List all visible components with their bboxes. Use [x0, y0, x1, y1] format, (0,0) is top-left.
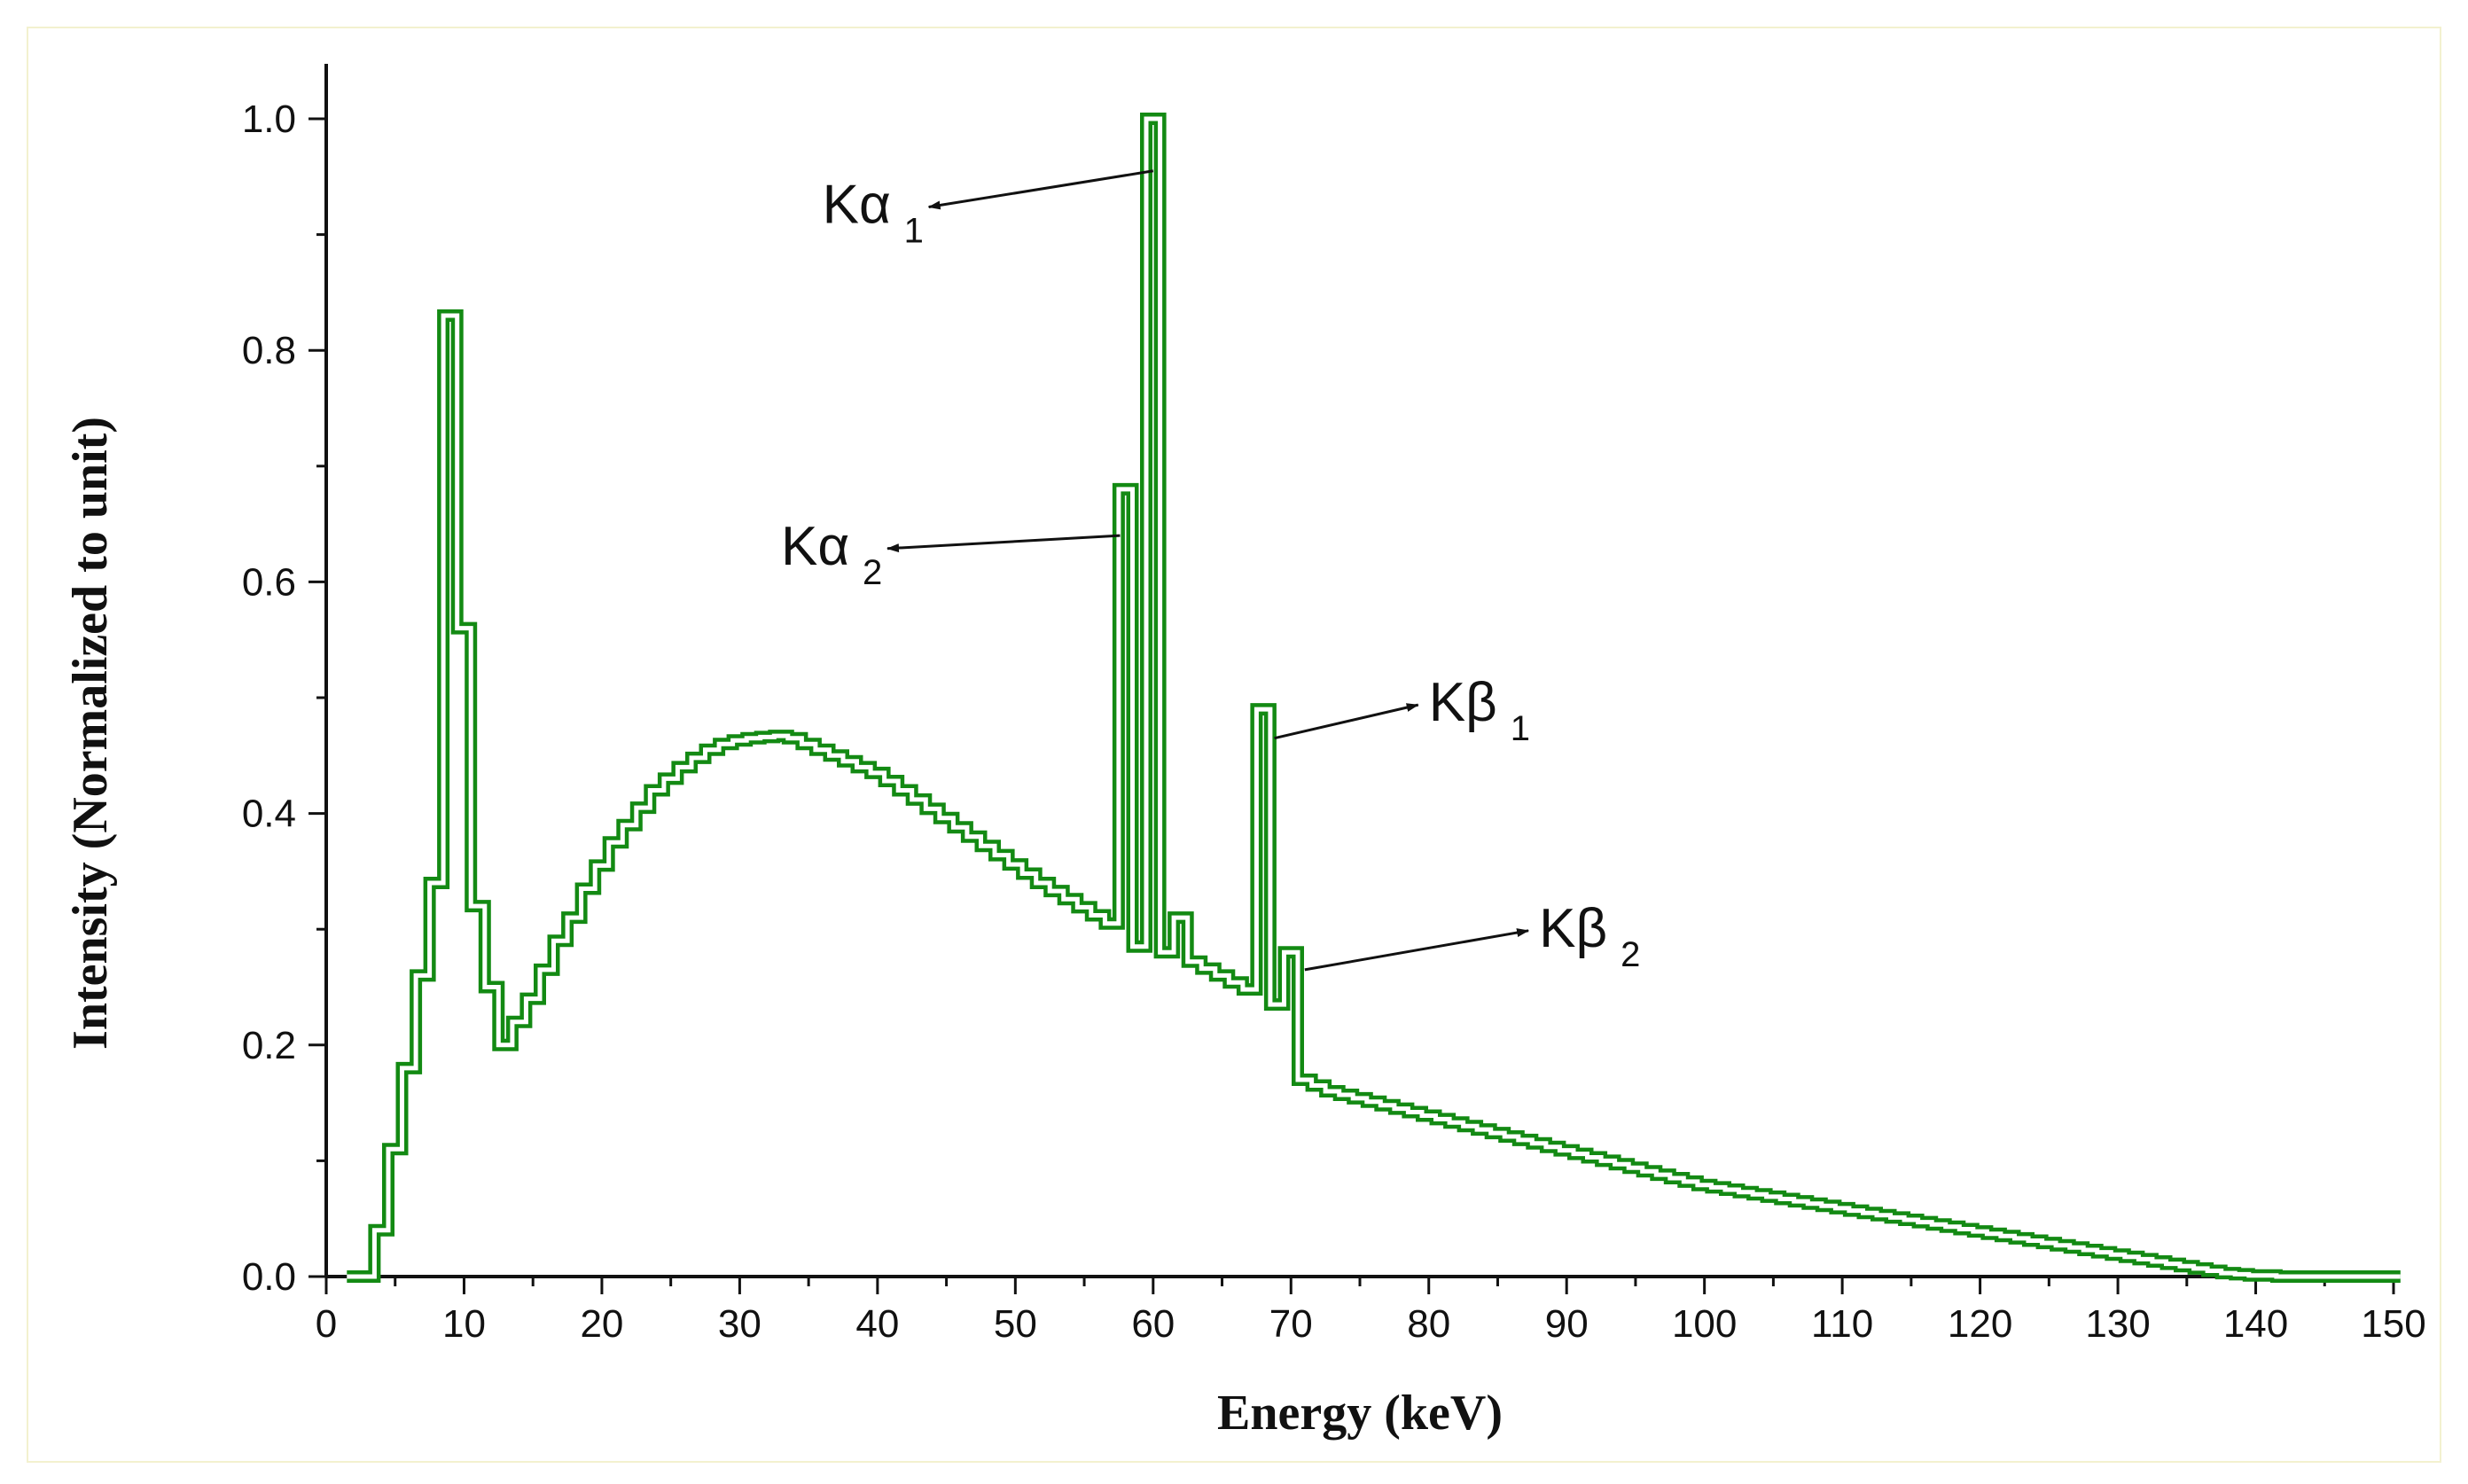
x-tick-label: 70	[1269, 1302, 1313, 1346]
x-tick-label: 50	[994, 1302, 1037, 1346]
annotation-subscript: 1	[1511, 709, 1530, 748]
x-tick-label: 40	[855, 1302, 899, 1346]
annotation-arrow	[1274, 703, 1419, 740]
y-tick-label: 0.4	[242, 793, 296, 836]
x-tick-label: 150	[2361, 1302, 2425, 1346]
x-tick-label: 80	[1407, 1302, 1450, 1346]
annotation-3: Kβ 2	[1304, 898, 1640, 974]
annotation-label: Kβ	[1429, 672, 1497, 733]
y-tick-label: 0.6	[242, 560, 296, 604]
annotation-arrow	[927, 169, 1154, 210]
x-tick-label: 140	[2223, 1302, 2288, 1346]
annotation-label: Kα	[781, 516, 849, 577]
annotation-label: Kα	[823, 175, 891, 236]
x-axis-title: Energy (keV)	[1217, 1386, 1503, 1441]
annotation-subscript: 2	[1621, 935, 1640, 974]
annotation-2: Kβ 1	[1274, 672, 1530, 748]
axes: 0 10 20 30 40 50 60 70 80 90 100 110 120 130 140 150 0.0…	[242, 64, 2426, 1346]
x-tick-label: 20	[580, 1302, 623, 1346]
y-tick-label: 0.8	[242, 329, 296, 372]
annotation-arrow	[886, 534, 1121, 553]
y-axis-title: Intensity (Normalized to unit)	[63, 417, 118, 1050]
y-tick-label: 0.2	[242, 1024, 296, 1067]
x-tick-label: 100	[1672, 1302, 1737, 1346]
x-tick-label: 130	[2085, 1302, 2150, 1346]
plot-area	[347, 113, 2401, 1283]
annotation-arrow	[1304, 928, 1530, 972]
annotation-subscript: 2	[863, 553, 882, 592]
x-tick-label: 90	[1545, 1302, 1589, 1346]
y-tick-label: 1.0	[242, 98, 296, 141]
x-tick-label: 10	[442, 1302, 486, 1346]
annotation-subscript: 1	[904, 212, 924, 251]
x-tick-label: 120	[1948, 1302, 2012, 1346]
spectrum-step-line-inner	[347, 116, 2401, 1279]
annotation-label: Kβ	[1539, 898, 1607, 959]
annotation-0: Kα 1	[823, 169, 1154, 251]
figure-frame	[27, 27, 2441, 1463]
y-tick-label: 0.0	[242, 1255, 296, 1299]
annotation-1: Kα 2	[781, 516, 1121, 592]
annotations: Kα 1 Kα 2 Kβ 1 Kβ 2	[781, 169, 1640, 974]
x-tick-label: 0	[316, 1302, 337, 1346]
x-tick-label: 30	[718, 1302, 761, 1346]
x-tick-label: 110	[1811, 1302, 1873, 1346]
x-tick-label: 60	[1131, 1302, 1175, 1346]
